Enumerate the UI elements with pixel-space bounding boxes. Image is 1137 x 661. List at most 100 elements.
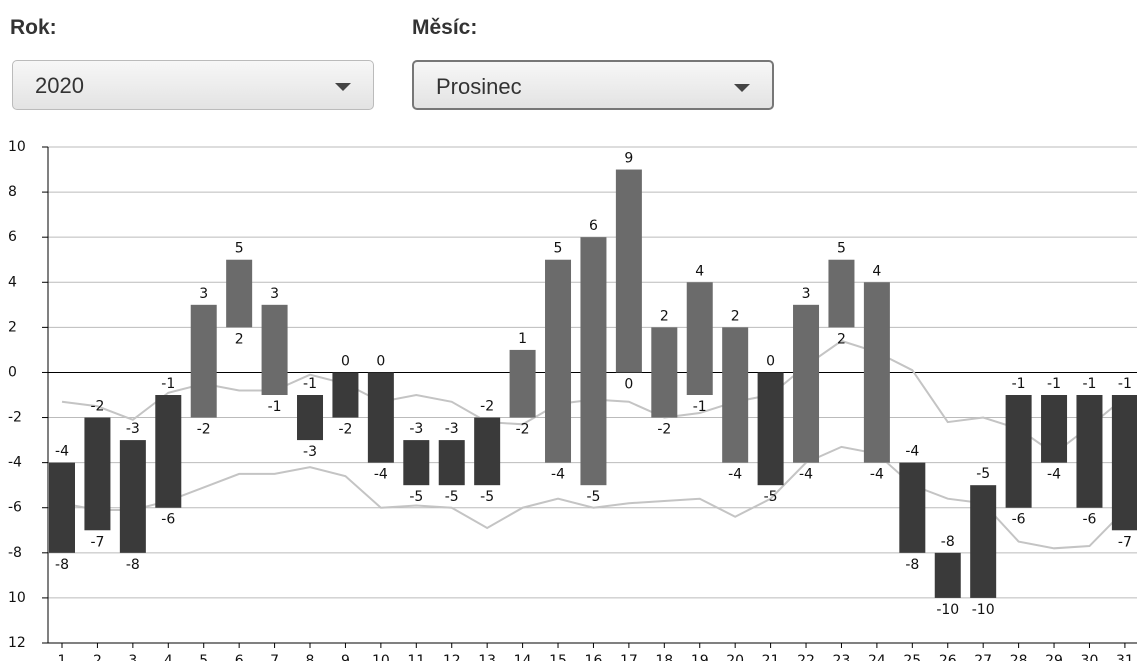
low-label: -7 [90, 534, 104, 550]
low-label: -4 [1047, 467, 1061, 483]
range-bar [332, 372, 359, 418]
y-tick-label: 8 [8, 184, 17, 200]
x-tick-label: 9 [341, 653, 350, 661]
low-label: -2 [657, 422, 671, 438]
range-bar [615, 169, 642, 373]
y-tick-label: 4 [8, 274, 17, 290]
x-tick-label: 5 [199, 653, 208, 661]
low-label: 2 [837, 331, 846, 347]
low-label: -8 [126, 557, 140, 573]
low-label: -1 [268, 399, 282, 415]
x-tick-label: 24 [868, 653, 886, 661]
x-tick-label: 8 [306, 653, 315, 661]
x-tick-label: 21 [762, 653, 780, 661]
dropdown-arrow [734, 84, 750, 92]
range-bar [226, 259, 253, 328]
low-label: -5 [480, 489, 494, 505]
high-label: -4 [55, 444, 69, 460]
range-bar [403, 440, 430, 486]
x-tick-label: 7 [270, 653, 279, 661]
high-label: 0 [766, 353, 775, 369]
y-tick-label: 2 [8, 319, 17, 335]
month-value: Prosinec [436, 74, 522, 99]
low-label: -7 [1118, 534, 1132, 550]
high-label: -1 [303, 376, 317, 392]
x-tick-label: 27 [974, 653, 992, 661]
y-tick-label: -6 [8, 500, 22, 516]
high-label: -8 [941, 534, 955, 550]
high-label: -1 [1082, 376, 1096, 392]
range-bar [1005, 395, 1032, 508]
x-tick-label: 20 [726, 653, 744, 661]
range-bar [190, 304, 217, 418]
x-tick-label: 26 [939, 653, 957, 661]
range-bar [509, 349, 536, 418]
low-label: -2 [516, 422, 530, 438]
range-bar [438, 440, 465, 486]
low-label: -1 [693, 399, 707, 415]
range-bar [367, 372, 394, 463]
high-label: 4 [695, 263, 704, 279]
x-tick-label: 14 [514, 653, 532, 661]
x-tick-label: 12 [443, 653, 461, 661]
chart: 1210-8-6-4-20246810-4-81-2-72-3-83-1-643… [8, 139, 1137, 661]
y-tick-label: 0 [8, 364, 17, 380]
high-label: -5 [976, 466, 990, 482]
month-label: Měsíc: [412, 16, 478, 39]
low-label: -2 [338, 422, 352, 438]
y-tick-label: 6 [8, 229, 17, 245]
low-label: -4 [870, 467, 884, 483]
high-label: -1 [1118, 376, 1132, 392]
x-tick-label: 1 [58, 653, 67, 661]
range-bar [934, 552, 961, 598]
high-label: 3 [270, 286, 279, 302]
x-tick-label: 3 [128, 653, 137, 661]
low-label: -5 [409, 489, 423, 505]
range-bar [261, 304, 288, 395]
range-bar [474, 417, 501, 486]
low-label: -5 [445, 489, 459, 505]
high-label: -2 [480, 399, 494, 415]
x-tick-label: 25 [903, 653, 921, 661]
x-tick-label: 22 [797, 653, 815, 661]
x-tick-label: 16 [585, 653, 603, 661]
year-select[interactable]: 2020 [12, 60, 374, 110]
low-label: -4 [799, 467, 813, 483]
range-bar [793, 304, 820, 463]
high-label: -4 [905, 444, 919, 460]
high-label: 5 [554, 241, 563, 257]
x-tick-label: 19 [691, 653, 709, 661]
low-label: -8 [905, 557, 919, 573]
month-select[interactable]: Prosinec [412, 60, 774, 110]
high-label: -3 [409, 421, 423, 437]
y-tick-label: 10 [8, 590, 26, 606]
low-label: 0 [624, 376, 633, 392]
high-label: -3 [126, 421, 140, 437]
y-tick-label: -8 [8, 545, 22, 561]
low-label: -3 [303, 444, 317, 460]
x-tick-label: 17 [620, 653, 638, 661]
high-label: -1 [161, 376, 175, 392]
low-label: -10 [936, 602, 959, 618]
range-bar [1076, 395, 1103, 508]
high-label: 9 [624, 151, 633, 167]
low-label: -5 [764, 489, 778, 505]
high-label: 5 [837, 241, 846, 257]
high-label: 4 [872, 263, 881, 279]
x-tick-label: 30 [1081, 653, 1099, 661]
range-bar [155, 395, 182, 508]
high-label: 6 [589, 218, 598, 234]
dropdown-arrow [335, 83, 351, 91]
x-tick-label: 15 [549, 653, 567, 661]
range-bar [828, 259, 855, 328]
range-bar [580, 237, 607, 486]
range-bar [84, 417, 111, 531]
high-label: 2 [731, 308, 740, 324]
x-tick-label: 11 [407, 653, 425, 661]
high-label: 3 [802, 286, 811, 302]
high-label: 0 [341, 353, 350, 369]
high-label: 1 [518, 331, 527, 347]
range-bar [297, 395, 324, 441]
high-label: 5 [235, 241, 244, 257]
x-tick-label: 31 [1116, 653, 1134, 661]
